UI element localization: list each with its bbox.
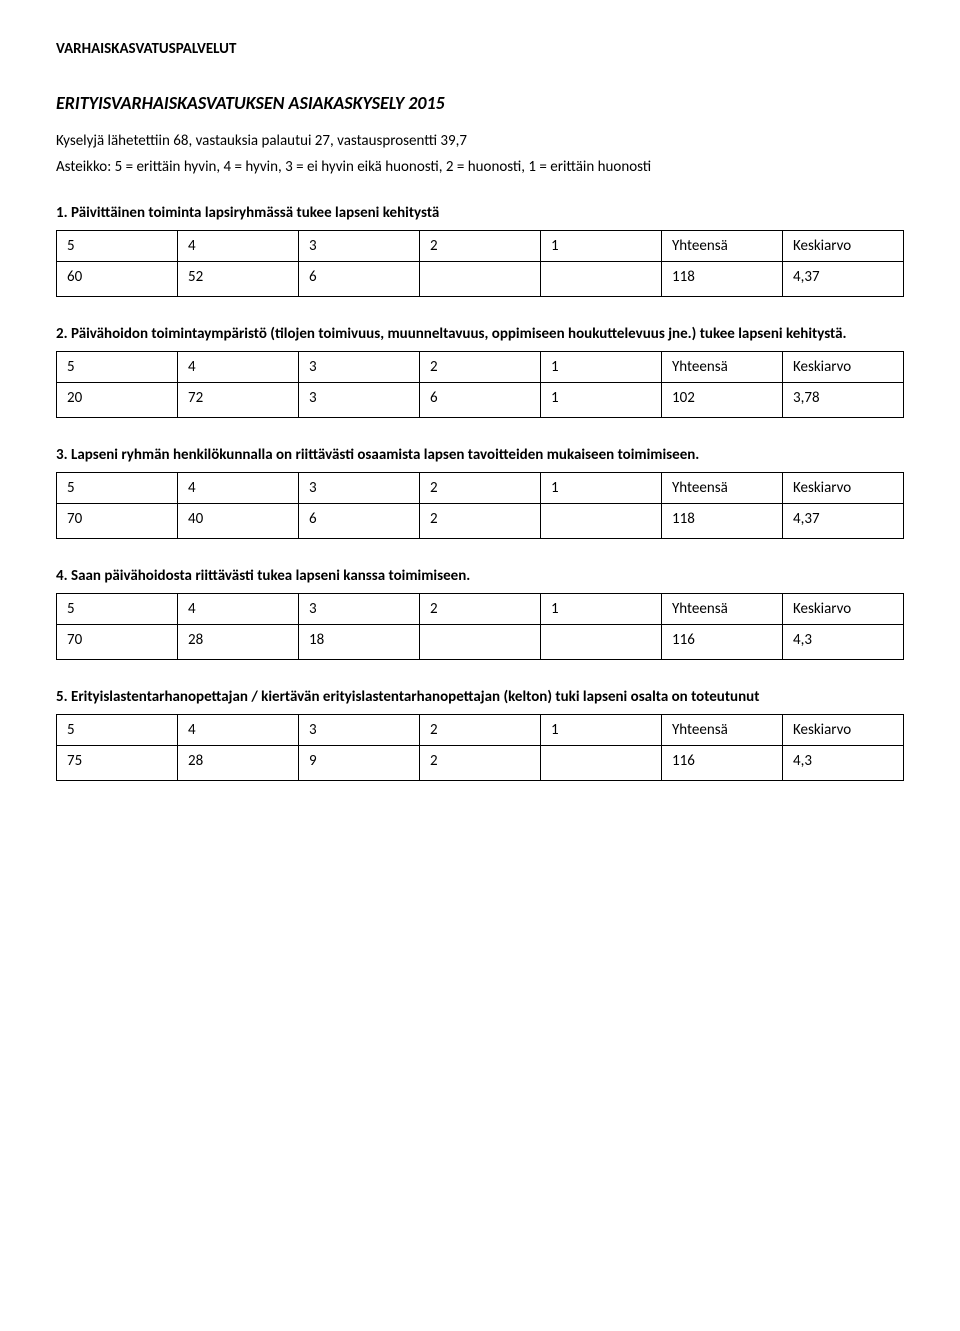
cell xyxy=(420,262,541,297)
col-1: 1 xyxy=(541,473,662,504)
col-5: 5 xyxy=(57,473,178,504)
cell xyxy=(541,746,662,781)
table-data-row: 70 28 18 116 4,3 xyxy=(57,625,904,660)
col-1: 1 xyxy=(541,715,662,746)
cell: 4,37 xyxy=(783,504,904,539)
cell: 116 xyxy=(662,625,783,660)
col-4: 4 xyxy=(178,231,299,262)
col-5: 5 xyxy=(57,352,178,383)
question-block-2: 2. Päivähoidon toimintaympäristö (tiloje… xyxy=(56,325,904,418)
question-2-text: 2. Päivähoidon toimintaympäristö (tiloje… xyxy=(82,325,904,343)
question-3-table: 5 4 3 2 1 Yhteensä Keskiarvo 70 40 6 2 1… xyxy=(56,472,904,539)
col-3: 3 xyxy=(299,473,420,504)
cell: 75 xyxy=(57,746,178,781)
col-3: 3 xyxy=(299,594,420,625)
col-4: 4 xyxy=(178,352,299,383)
cell: 1 xyxy=(541,383,662,418)
cell: 4,3 xyxy=(783,746,904,781)
cell: 60 xyxy=(57,262,178,297)
cell: 118 xyxy=(662,262,783,297)
cell: 52 xyxy=(178,262,299,297)
col-2: 2 xyxy=(420,473,541,504)
question-block-5: 5. Erityislastentarhanopettajan / kiertä… xyxy=(56,688,904,781)
cell xyxy=(420,625,541,660)
col-4: 4 xyxy=(178,473,299,504)
table-header-row: 5 4 3 2 1 Yhteensä Keskiarvo xyxy=(57,231,904,262)
cell: 20 xyxy=(57,383,178,418)
col-keskiarvo: Keskiarvo xyxy=(783,231,904,262)
cell: 6 xyxy=(299,504,420,539)
cell: 4,37 xyxy=(783,262,904,297)
question-3-text: 3. Lapseni ryhmän henkilökunnalla on rii… xyxy=(82,446,904,464)
question-block-1: 1. Päivittäinen toiminta lapsiryhmässä t… xyxy=(56,204,904,297)
cell: 70 xyxy=(57,625,178,660)
cell: 118 xyxy=(662,504,783,539)
col-2: 2 xyxy=(420,715,541,746)
col-5: 5 xyxy=(57,715,178,746)
scale-text: Asteikko: 5 = erittäin hyvin, 4 = hyvin,… xyxy=(56,158,904,176)
intro-text: Kyselyjä lähetettiin 68, vastauksia pala… xyxy=(56,132,904,150)
document-title: ERITYISVARHAISKASVATUKSEN ASIAKASKYSELY … xyxy=(56,92,904,114)
col-yhteensa: Yhteensä xyxy=(662,594,783,625)
col-keskiarvo: Keskiarvo xyxy=(783,715,904,746)
cell: 28 xyxy=(178,625,299,660)
cell: 6 xyxy=(299,262,420,297)
question-1-table: 5 4 3 2 1 Yhteensä Keskiarvo 60 52 6 118… xyxy=(56,230,904,297)
question-1-text: 1. Päivittäinen toiminta lapsiryhmässä t… xyxy=(82,204,904,222)
table-header-row: 5 4 3 2 1 Yhteensä Keskiarvo xyxy=(57,473,904,504)
question-5-table: 5 4 3 2 1 Yhteensä Keskiarvo 75 28 9 2 1… xyxy=(56,714,904,781)
cell: 6 xyxy=(420,383,541,418)
col-4: 4 xyxy=(178,715,299,746)
cell: 3,78 xyxy=(783,383,904,418)
cell: 28 xyxy=(178,746,299,781)
col-1: 1 xyxy=(541,352,662,383)
table-header-row: 5 4 3 2 1 Yhteensä Keskiarvo xyxy=(57,352,904,383)
col-4: 4 xyxy=(178,594,299,625)
cell: 116 xyxy=(662,746,783,781)
table-header-row: 5 4 3 2 1 Yhteensä Keskiarvo xyxy=(57,715,904,746)
col-5: 5 xyxy=(57,231,178,262)
table-data-row: 20 72 3 6 1 102 3,78 xyxy=(57,383,904,418)
question-block-4: 4. Saan päivähoidosta riittävästi tukea … xyxy=(56,567,904,660)
cell: 40 xyxy=(178,504,299,539)
col-5: 5 xyxy=(57,594,178,625)
cell: 70 xyxy=(57,504,178,539)
question-5-text: 5. Erityislastentarhanopettajan / kiertä… xyxy=(82,688,904,706)
table-data-row: 75 28 9 2 116 4,3 xyxy=(57,746,904,781)
table-data-row: 60 52 6 118 4,37 xyxy=(57,262,904,297)
cell: 2 xyxy=(420,746,541,781)
col-3: 3 xyxy=(299,715,420,746)
cell xyxy=(541,262,662,297)
cell xyxy=(541,504,662,539)
question-4-table: 5 4 3 2 1 Yhteensä Keskiarvo 70 28 18 11… xyxy=(56,593,904,660)
col-2: 2 xyxy=(420,352,541,383)
table-header-row: 5 4 3 2 1 Yhteensä Keskiarvo xyxy=(57,594,904,625)
col-1: 1 xyxy=(541,231,662,262)
col-3: 3 xyxy=(299,231,420,262)
col-yhteensa: Yhteensä xyxy=(662,231,783,262)
col-keskiarvo: Keskiarvo xyxy=(783,594,904,625)
col-2: 2 xyxy=(420,594,541,625)
col-1: 1 xyxy=(541,594,662,625)
question-2-table: 5 4 3 2 1 Yhteensä Keskiarvo 20 72 3 6 1… xyxy=(56,351,904,418)
col-2: 2 xyxy=(420,231,541,262)
table-data-row: 70 40 6 2 118 4,37 xyxy=(57,504,904,539)
cell: 2 xyxy=(420,504,541,539)
cell: 18 xyxy=(299,625,420,660)
cell: 102 xyxy=(662,383,783,418)
cell: 3 xyxy=(299,383,420,418)
cell: 4,3 xyxy=(783,625,904,660)
col-yhteensa: Yhteensä xyxy=(662,352,783,383)
col-yhteensa: Yhteensä xyxy=(662,715,783,746)
cell xyxy=(541,625,662,660)
question-block-3: 3. Lapseni ryhmän henkilökunnalla on rii… xyxy=(56,446,904,539)
col-keskiarvo: Keskiarvo xyxy=(783,473,904,504)
cell: 72 xyxy=(178,383,299,418)
cell: 9 xyxy=(299,746,420,781)
question-4-text: 4. Saan päivähoidosta riittävästi tukea … xyxy=(82,567,904,585)
col-keskiarvo: Keskiarvo xyxy=(783,352,904,383)
col-3: 3 xyxy=(299,352,420,383)
page-header: VARHAISKASVATUSPALVELUT xyxy=(56,40,904,58)
col-yhteensa: Yhteensä xyxy=(662,473,783,504)
